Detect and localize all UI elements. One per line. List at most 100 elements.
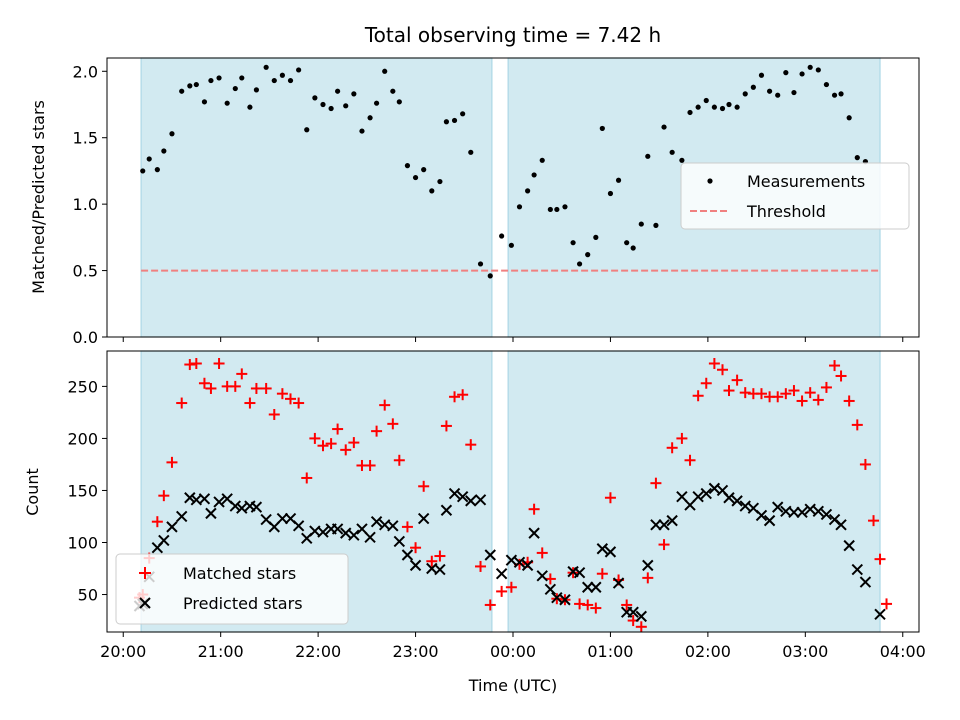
predicted-star-point: [590, 581, 602, 593]
legend-matched-label: Matched stars: [183, 564, 296, 583]
bottom-legend-box: [115, 553, 349, 625]
predicted-star-point: [851, 563, 863, 576]
matched-star-point: [666, 442, 678, 454]
legend-predicted-label: Predicted stars: [183, 594, 303, 613]
matched-star-point: [684, 454, 696, 466]
matched-star-point: [317, 440, 329, 452]
matched-star-point: [465, 439, 477, 451]
predicted-star-point: [788, 506, 800, 519]
matched-star-point: [348, 437, 360, 449]
top-panel: 0.00.51.01.52.0 Matched/Predicted stars …: [29, 57, 920, 347]
predicted-star-point: [158, 534, 170, 547]
matched-star-point: [692, 390, 704, 402]
y-tick-label: 100: [67, 533, 98, 552]
predicted-star-point: [456, 490, 469, 503]
measurement-point: [390, 88, 396, 94]
predicted-star-point: [370, 515, 383, 528]
matched-star-point: [829, 360, 841, 372]
top-y-axis-ticks: 0.0 0.5 1.0 1.5 2.0: [73, 62, 107, 347]
measurement-point: [208, 77, 214, 84]
matched-star-point: [755, 388, 767, 400]
measurement-point: [687, 109, 693, 116]
measurement-point: [296, 67, 302, 73]
matched-star-point: [293, 397, 305, 409]
predicted-star-point: [229, 500, 242, 512]
legend-predicted-marker: [139, 597, 151, 609]
measurement-point: [799, 71, 805, 77]
measurement-point: [838, 91, 844, 97]
measurement-point: [373, 100, 380, 106]
predicted-star-point: [236, 502, 248, 514]
measurement-point: [247, 104, 253, 110]
measurement-point: [807, 64, 813, 70]
matched-star-point: [676, 432, 688, 444]
measurement-point: [562, 204, 568, 210]
bottom-x-axis-ticks: 20:00 21:00 22:00 23:00 00:00 01:00 02:00 03:00…: [100, 632, 926, 661]
predicted-star-point: [505, 554, 518, 566]
predicted-star-point: [666, 514, 678, 527]
matched-star-point: [276, 388, 288, 400]
matched-star-point: [820, 381, 832, 393]
measurement-point: [742, 91, 748, 97]
measurement-points: [140, 64, 869, 279]
shaded-interval-1: [140, 57, 493, 338]
measurement-point: [593, 234, 599, 240]
matched-star-point: [739, 387, 751, 399]
matched-star-point: [301, 472, 313, 484]
predicted-star-point: [409, 559, 422, 572]
measurement-point: [531, 172, 537, 178]
measurement-point: [460, 111, 466, 117]
matched-star-point: [158, 490, 170, 502]
y-tick-label: 2.0: [73, 62, 98, 81]
measurement-point: [404, 163, 411, 169]
predicted-star-point: [448, 487, 461, 500]
predicted-star-point: [627, 606, 639, 618]
top-legend-box: [680, 162, 910, 230]
measurement-point: [638, 221, 644, 227]
predicted-star-point: [440, 504, 453, 516]
measurement-point: [253, 87, 260, 93]
measurement-point: [437, 178, 443, 185]
measurement-point: [783, 70, 789, 76]
measurement-point: [766, 88, 773, 94]
measurement-point: [328, 105, 334, 112]
predicted-star-point: [331, 523, 344, 535]
predicted-star-point: [213, 496, 225, 508]
matched-star-point: [700, 377, 712, 389]
x-tick-label: 20:00: [100, 642, 146, 661]
measurement-point: [161, 148, 167, 154]
matched-star-point: [635, 621, 647, 633]
matched-star-point: [716, 364, 728, 376]
top-x-axis-ticks: [122, 337, 904, 342]
legend-measurement-marker: [707, 178, 713, 184]
measurement-point: [351, 91, 357, 97]
legend-threshold-label: Threshold: [746, 202, 826, 221]
matched-star-point: [184, 359, 196, 371]
measurement-point: [547, 206, 553, 213]
measurement-point: [791, 89, 797, 96]
matched-star-point: [457, 389, 469, 401]
x-tick-label: 01:00: [587, 642, 633, 661]
y-tick-label: 1.5: [73, 129, 98, 148]
matched-star-point: [410, 542, 422, 554]
measurement-point: [154, 167, 160, 173]
predicted-star-point: [484, 549, 496, 561]
measurement-point: [193, 81, 199, 88]
matched-star-point: [812, 394, 824, 406]
matched-star-point: [309, 432, 321, 444]
matched-star-point: [475, 560, 487, 572]
matched-star-point: [528, 503, 540, 515]
measurement-point: [576, 261, 583, 267]
predicted-star-point: [658, 519, 670, 531]
matched-star-point: [198, 377, 210, 389]
matched-star-point: [859, 458, 871, 470]
bottom-y-axis-label: Count: [23, 468, 42, 516]
measurement-point: [695, 104, 701, 110]
matched-star-point: [371, 425, 383, 437]
predicted-star-point: [604, 546, 617, 558]
x-tick-label: 03:00: [782, 642, 828, 661]
measurement-point: [443, 119, 450, 125]
measurement-point: [615, 177, 622, 183]
measurement-point: [146, 156, 152, 162]
